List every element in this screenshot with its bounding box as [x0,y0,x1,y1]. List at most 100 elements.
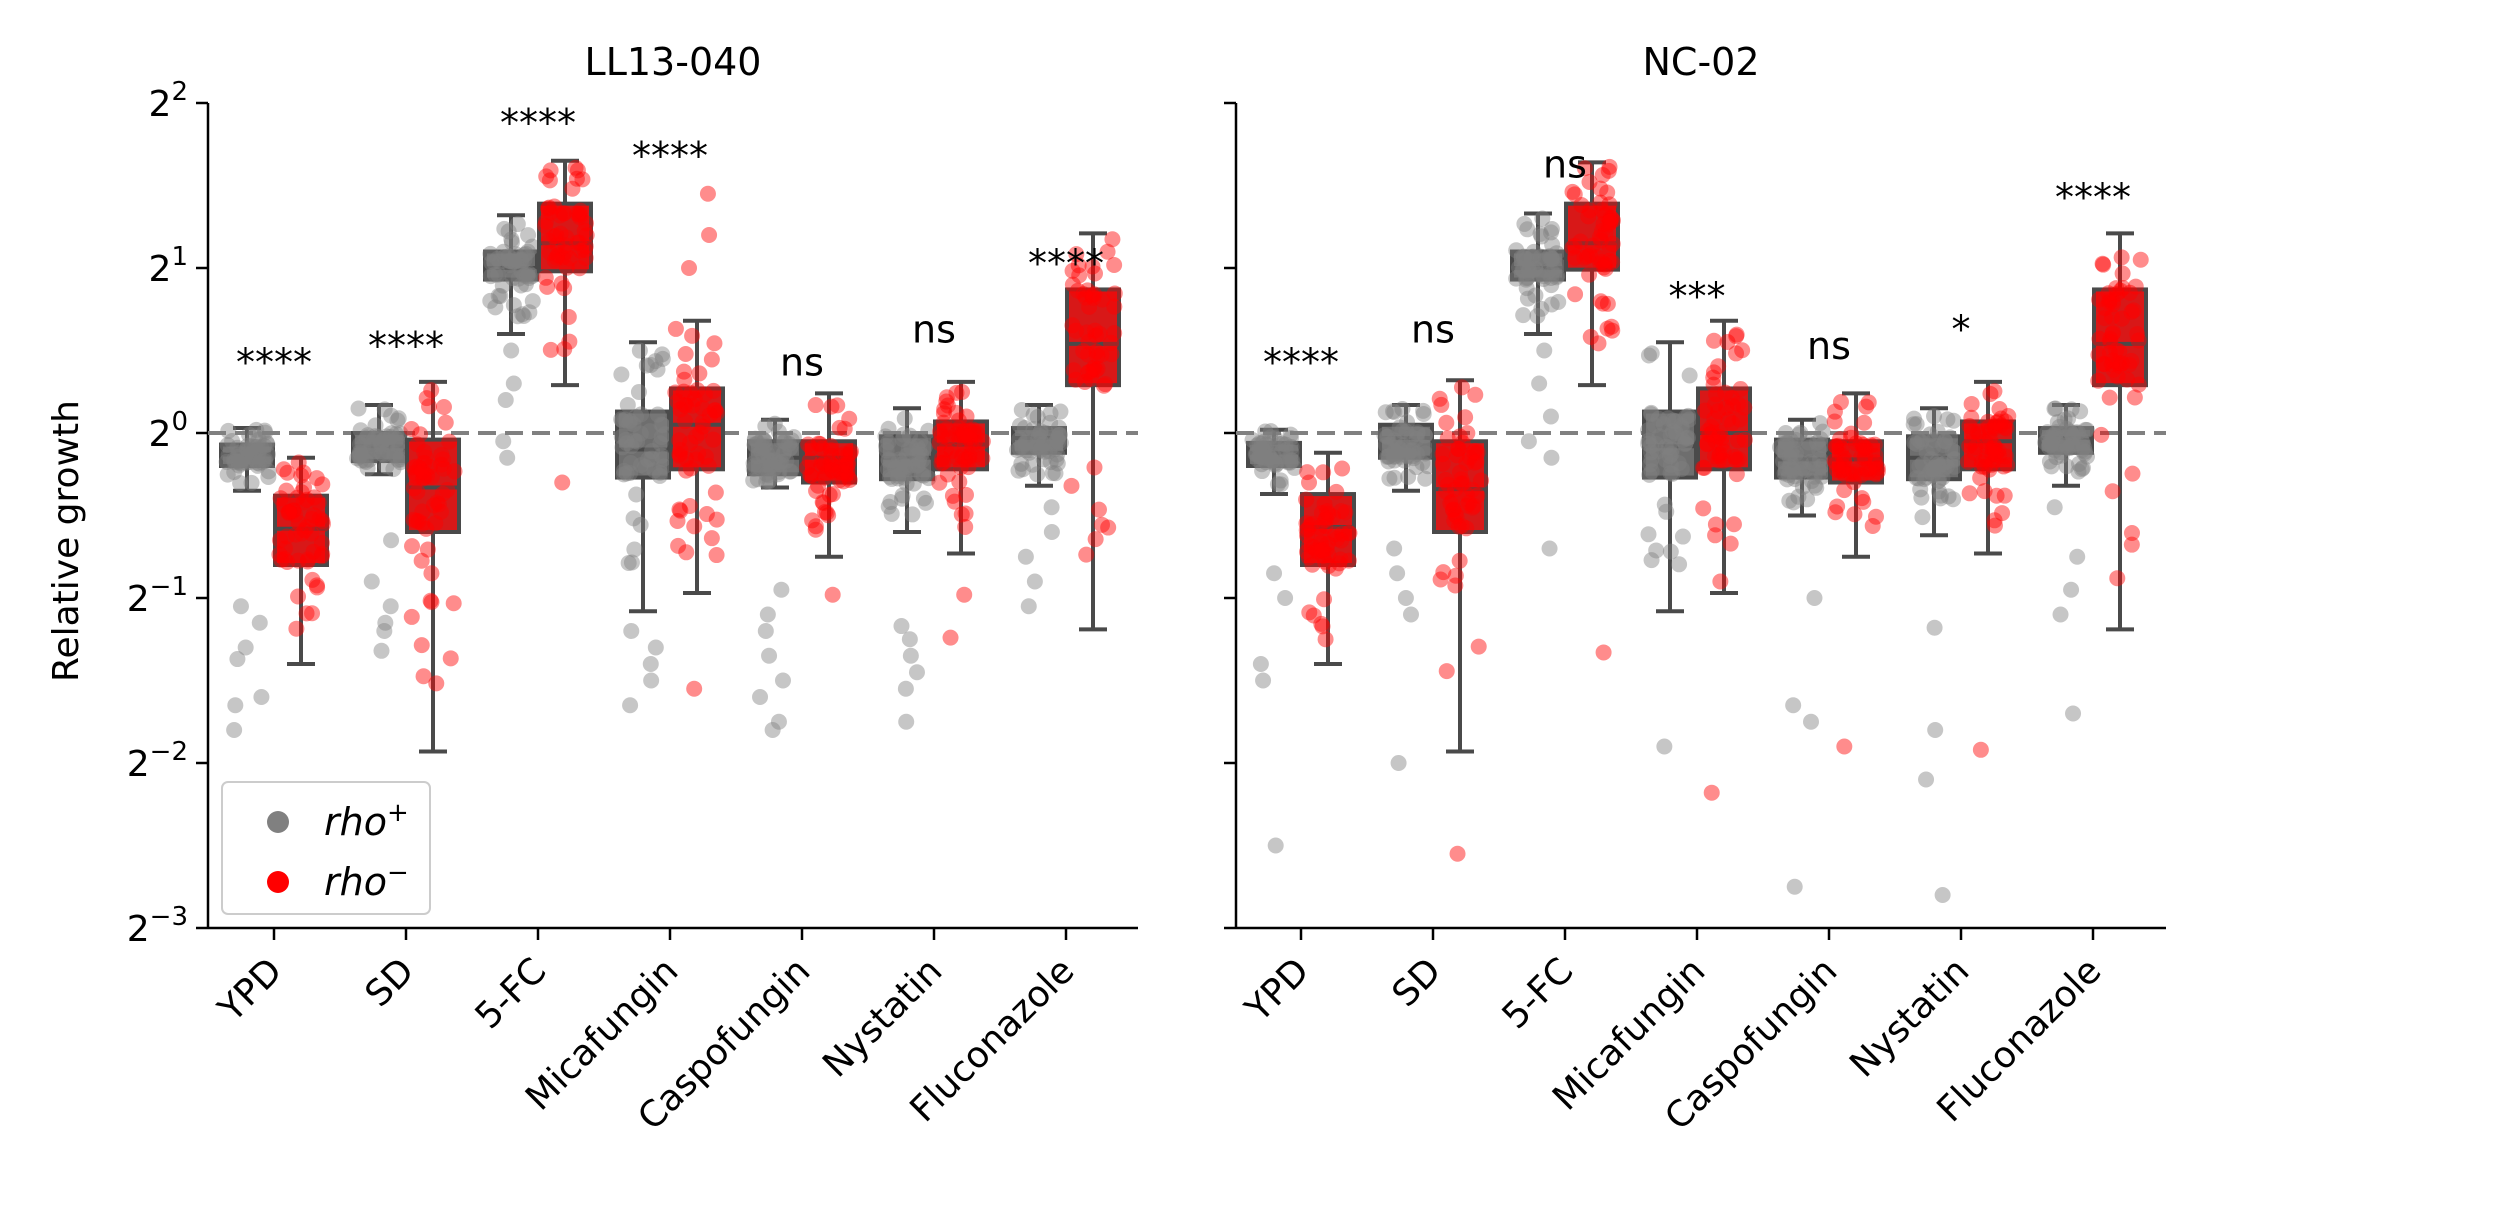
data-point [441,433,458,450]
data-point [1905,416,1922,433]
y-tick-label: 2−1 [127,572,188,620]
data-point [538,168,555,185]
data-point [1596,256,1613,273]
data-point [542,162,559,179]
data-point [953,506,970,523]
data-point [1650,410,1667,427]
data-point [807,397,824,414]
data-point [1548,245,1565,262]
data-point [434,451,451,468]
data-point [756,433,773,450]
data-point [1333,532,1350,549]
data-point [782,439,799,456]
data-point [1855,439,1872,456]
data-point [1328,483,1345,500]
data-point [903,439,920,456]
data-point [1024,456,1041,473]
data-point [1539,264,1556,281]
data-point [1712,424,1729,441]
data-point [1414,455,1431,472]
data-point [2047,427,2064,444]
data-point [1254,440,1271,457]
data-point [513,252,530,269]
data-point [1049,455,1066,472]
data-point [414,503,431,520]
data-point [810,477,827,494]
data-point [613,428,630,445]
data-point [937,441,954,458]
data-point [2047,400,2064,417]
data-point [1021,444,1038,461]
data-point [1597,225,1614,242]
data-point [1710,358,1727,375]
outlier-point [1786,878,1803,895]
data-point [689,382,706,399]
data-point [785,429,802,446]
data-point [1710,428,1727,445]
data-point [692,424,709,441]
data-point [442,650,459,667]
data-point [1013,438,1030,455]
data-point [933,455,950,472]
data-point [1869,463,1886,480]
data-point [1938,454,1955,471]
data-point [1087,327,1104,344]
data-point [492,288,509,305]
data-point [2095,355,2112,372]
data-point [1832,462,1849,479]
data-point [627,408,644,425]
data-point [1262,423,1279,440]
data-point [1048,451,1065,468]
outlier-point [251,614,268,631]
data-point [1543,251,1560,268]
data-point [1051,427,1068,444]
data-point [1914,455,1931,472]
data-point [375,431,392,448]
outlier-point [901,631,918,648]
outlier-point [495,433,512,450]
data-point [1695,459,1712,476]
data-point [1997,413,2014,430]
data-point [2130,332,2147,349]
data-point [226,451,243,468]
data-point [367,428,384,445]
data-point [1067,371,1084,388]
data-point [256,453,273,470]
data-point [555,205,572,222]
data-point [1707,516,1724,533]
data-point [2113,249,2130,266]
data-point [1696,459,1713,476]
data-point [1984,440,2001,457]
data-point [561,333,578,350]
data-point [1453,517,1470,534]
box-rho-minus [799,391,859,603]
data-point [404,538,421,555]
data-point [503,234,520,251]
data-point [515,307,532,324]
data-point [1946,451,1963,468]
data-point [1447,506,1464,523]
data-point [1799,491,1816,508]
data-point [1600,216,1617,233]
data-point [1508,242,1525,259]
outlier-point [1803,713,1820,730]
data-point [1299,464,1316,481]
data-point [1581,202,1598,219]
data-point [2130,376,2147,393]
data-point [1963,395,1980,412]
data-point [1930,483,1947,500]
data-point [1597,260,1614,277]
data-point [1337,504,1354,521]
outlier-point [1543,449,1560,466]
data-point [1300,549,1317,566]
data-point [1313,615,1330,632]
data-point [881,468,898,485]
significance-label: **** [368,324,444,368]
data-point [1380,448,1397,465]
data-point [2045,427,2062,444]
outlier-point [1806,590,1823,606]
data-point [1972,469,1989,486]
data-point [1399,447,1416,464]
iqr-box [2092,287,2148,388]
data-point [1523,249,1540,266]
